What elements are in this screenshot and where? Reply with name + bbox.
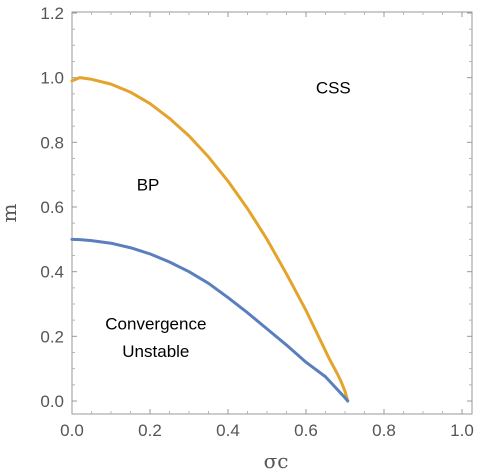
y-tick-label: 0.4 <box>40 263 64 282</box>
x-tick-label: 1.0 <box>450 421 474 440</box>
region-label: BP <box>137 175 160 194</box>
x-axis-ticks: 0.0 0.2 0.4 0.6 0.8 1.0 <box>60 12 474 440</box>
convergence-unstable-boundary-line <box>70 237 350 403</box>
y-tick-label: 0.0 <box>40 392 64 411</box>
series-layer <box>70 76 350 403</box>
region-label: CSS <box>316 78 351 97</box>
x-tick-label: 0.2 <box>138 421 162 440</box>
region-label: Convergence <box>105 314 206 333</box>
x-tick-label: 0.8 <box>372 421 396 440</box>
y-tick-label: 0.2 <box>40 327 64 346</box>
y-tick-label: 1.0 <box>40 69 64 88</box>
y-tick-label: 1.2 <box>40 4 64 23</box>
y-axis-ticks: 0.0 0.2 0.4 0.6 0.8 1.0 1.2 <box>40 4 472 411</box>
x-tick-label: 0.4 <box>216 421 240 440</box>
plot-frame <box>71 11 473 415</box>
x-axis-label: σc <box>264 449 289 473</box>
y-tick-label: 0.6 <box>40 198 64 217</box>
region-labels: CSS BP Convergence Unstable <box>105 78 350 361</box>
region-label: Unstable <box>122 342 189 361</box>
y-tick-label: 0.8 <box>40 133 64 152</box>
y-axis-label: m <box>0 203 21 222</box>
bp-css-boundary-line <box>70 76 350 403</box>
x-tick-label: 0.0 <box>60 421 84 440</box>
x-tick-label: 0.6 <box>294 421 318 440</box>
